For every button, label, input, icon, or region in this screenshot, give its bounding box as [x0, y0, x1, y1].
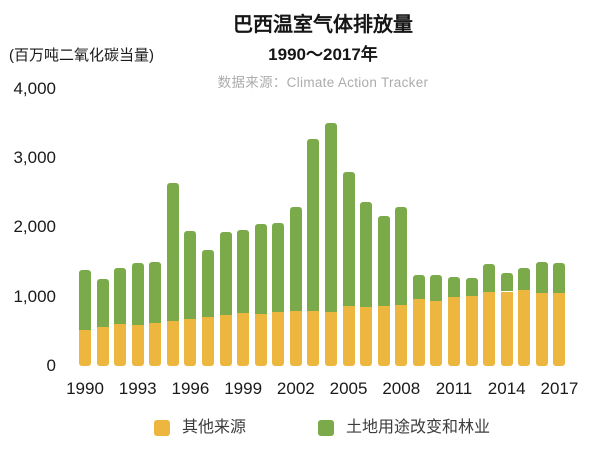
bar-segment-landuse-1994 [149, 262, 162, 324]
bar-segment-other-2015 [518, 290, 531, 366]
y-tick-label-0: 0 [46, 356, 56, 375]
y-tick-label-4000: 4,000 [13, 78, 56, 98]
data-source-caption: 数据来源：Climate Action Tracker [217, 75, 429, 90]
bar-segment-landuse-1993 [131, 263, 144, 326]
bar-segment-landuse-2012 [465, 277, 478, 297]
x-tick-label-1993: 1993 [118, 379, 157, 398]
bar-segment-other-1990 [79, 329, 91, 366]
bar-segment-other-1997 [201, 317, 214, 366]
bar-segment-other-1999 [237, 313, 250, 366]
bar-segment-landuse-2015 [518, 267, 531, 291]
bar-segment-landuse-2010 [430, 274, 443, 301]
bar-segment-other-1992 [114, 324, 127, 366]
bar-segment-other-1998 [219, 315, 232, 366]
x-tick-label-1996: 1996 [171, 379, 210, 398]
bar-segment-landuse-2004 [324, 123, 337, 312]
bar-segment-landuse-2006 [360, 201, 373, 308]
bar-segment-landuse-1991 [96, 279, 109, 327]
bar-segment-landuse-1995 [166, 183, 179, 321]
bar-segment-other-2011 [447, 297, 460, 366]
bar-segment-other-2003 [307, 311, 320, 366]
bar-segment-other-2017 [553, 293, 566, 366]
bar-segment-other-2004 [324, 311, 337, 366]
x-tick-label-1990: 1990 [66, 379, 104, 398]
legend-label-land-use: 土地用途改变和林业 [346, 419, 491, 436]
bar-segment-landuse-2008 [395, 207, 408, 306]
bar-segment-landuse-2013 [483, 263, 496, 293]
y-tick-label-1000: 1,000 [13, 286, 56, 306]
bar-segment-landuse-1990 [79, 270, 91, 330]
bar-segment-landuse-2007 [377, 216, 390, 307]
x-tick-label-1999: 1999 [224, 379, 263, 398]
x-tick-label-2017: 2017 [540, 379, 579, 398]
bar-segment-landuse-1997 [201, 250, 214, 318]
bar-segment-landuse-2002 [289, 206, 302, 311]
bar-segment-other-2002 [289, 310, 302, 366]
bar-segment-other-1991 [96, 326, 109, 366]
bar-segment-other-2012 [465, 296, 478, 366]
bar-segment-other-2001 [272, 311, 285, 366]
y-tick-label-3000: 3,000 [13, 148, 56, 168]
bar-segment-other-2007 [377, 306, 390, 366]
bar-segment-landuse-2009 [412, 274, 425, 300]
bar-segment-landuse-2017 [553, 263, 566, 294]
bar-segment-landuse-2005 [342, 171, 355, 307]
bar-segment-landuse-2000 [254, 224, 267, 314]
chart-subtitle: 1990～2017年 [268, 45, 378, 64]
bar-segment-landuse-2003 [307, 139, 320, 312]
chart-title: 巴西温室气体排放量 [233, 14, 413, 36]
bar-segment-other-2016 [535, 292, 548, 366]
bar-segment-landuse-1992 [114, 268, 127, 325]
bar-segment-other-2005 [342, 306, 355, 366]
bar-segment-landuse-2001 [272, 222, 285, 312]
x-tick-label-2005: 2005 [329, 379, 368, 398]
bar-segment-landuse-1999 [237, 230, 250, 314]
bar-segment-landuse-2016 [535, 261, 548, 293]
legend-swatch-other-icon [154, 420, 170, 436]
bar-segment-landuse-1996 [184, 230, 197, 320]
legend-item-other-sources: 其他来源 [154, 419, 246, 437]
y-tick-label-2000: 2,000 [13, 217, 56, 237]
bar-segment-other-2000 [254, 313, 267, 366]
bar-segment-other-1995 [166, 320, 179, 366]
bar-segment-other-2009 [412, 299, 425, 366]
bar-segment-other-1996 [184, 319, 197, 366]
legend-swatch-land-use-icon [318, 420, 334, 436]
bar-segment-other-2014 [500, 291, 513, 366]
bar-segment-other-2010 [430, 300, 443, 366]
bar-segment-other-2013 [483, 292, 496, 366]
bar-segment-landuse-2011 [447, 276, 460, 298]
x-tick-label-2014: 2014 [487, 379, 526, 398]
bar-segment-other-2006 [360, 307, 373, 366]
x-tick-label-2011: 2011 [435, 379, 473, 398]
bar-segment-other-1994 [149, 323, 162, 366]
bar-segment-landuse-1998 [219, 231, 232, 316]
x-tick-label-2008: 2008 [382, 379, 421, 398]
legend-item-land-use-forestry: 土地用途改变和林业 [318, 419, 490, 437]
x-tick-label-2002: 2002 [276, 379, 315, 398]
bar-segment-other-1993 [131, 325, 144, 366]
bar-segment-other-2008 [395, 305, 408, 366]
legend-label-other: 其他来源 [182, 419, 247, 436]
y-axis-unit-label: (百万吨二氧化碳当量) [9, 47, 154, 64]
bar-segment-landuse-2014 [500, 272, 513, 292]
